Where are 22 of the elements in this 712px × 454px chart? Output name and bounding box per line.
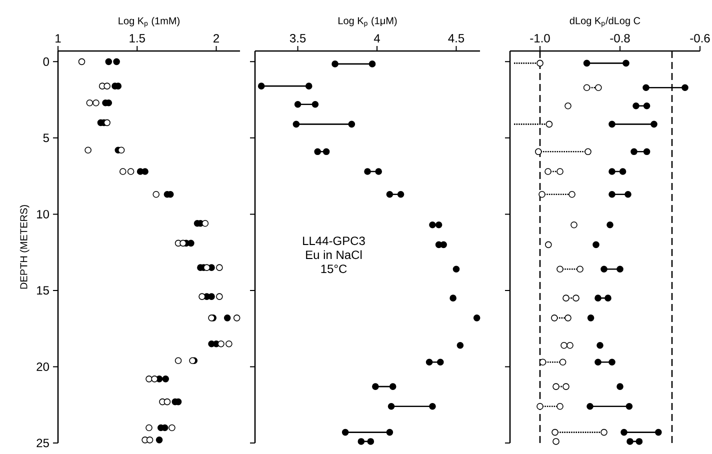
x-axis-title: dLog K$_{p}$/dLog C — [570, 16, 640, 28]
x-tick-label: 4 — [374, 34, 380, 42]
x-tick-label: 1 — [56, 34, 61, 42]
y-tick-label: 25 — [36, 438, 49, 448]
x-tick-label: 1.5 — [130, 34, 145, 42]
y-tick-label: 15 — [37, 286, 49, 295]
x-tick-label: -1.0 — [530, 34, 550, 42]
y-tick-label: 5 — [43, 134, 49, 142]
annotation: 15°C — [321, 264, 347, 274]
y-tick-label: 0 — [43, 57, 50, 66]
x-tick-label: -0.8 — [610, 34, 630, 42]
x-axis-title: Log K$_{p}$ (1mM) — [118, 17, 180, 28]
x-tick-label: 2 — [214, 34, 219, 42]
y-tick-label: 10 — [37, 210, 50, 218]
x-tick-label: 4.5 — [448, 34, 464, 42]
x-tick-label: -0.6 — [690, 34, 710, 42]
annotation: LL44-GPC3 — [303, 236, 365, 246]
y-tick-label: 20 — [36, 362, 50, 371]
x-axis-title: Log K$_{p}$ (1μM) — [338, 16, 397, 28]
x-tick-label: 3.5 — [290, 34, 306, 42]
y-axis-title: DEPTH (METERS) — [20, 205, 30, 289]
annotation: Eu in NaCl — [306, 250, 362, 260]
